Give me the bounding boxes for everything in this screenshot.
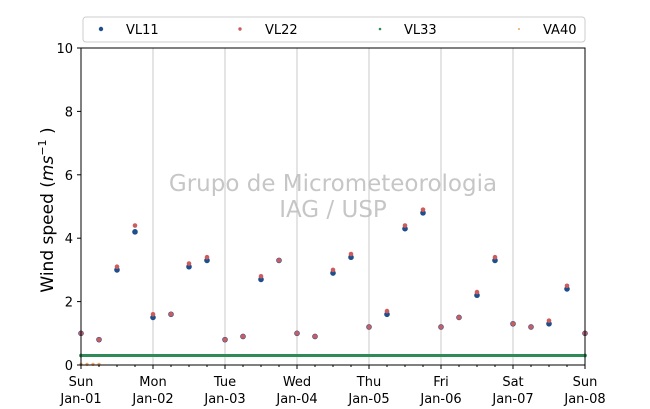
legend-label-vl33: VL33: [404, 23, 437, 38]
x-tick-label-day: Wed: [283, 375, 311, 390]
y-axis-label: Wind speed (ms−1 ): [36, 127, 58, 292]
data-point: [204, 254, 210, 260]
data-point: [186, 261, 192, 266]
x-tick-label-day: Mon: [139, 375, 166, 390]
legend-marker-vl33: [378, 27, 382, 31]
data-point: [402, 223, 408, 228]
y-tick-label: 0: [65, 359, 73, 374]
x-tick-label-day: Thu: [356, 375, 381, 390]
data-point: [420, 207, 426, 212]
legend-label-vl22: VL22: [265, 23, 298, 38]
data-point: [528, 324, 534, 330]
legend-marker-vl11: [98, 26, 104, 32]
y-tick-label: 10: [56, 42, 73, 57]
data-point: [348, 251, 354, 257]
data-point: [168, 311, 174, 317]
data-point: [456, 315, 462, 320]
data-point: [312, 334, 318, 339]
legend-label-vl11: VL11: [126, 23, 159, 38]
x-tick-label-date: Jan-07: [491, 392, 533, 407]
data-point: [150, 311, 156, 317]
y-axis-label-close: ): [38, 127, 58, 139]
y-tick-label: 6: [65, 169, 73, 184]
y-axis-ticks: 0 2 4 6 8 10: [56, 42, 81, 374]
x-tick-label-date: Jan-03: [203, 392, 245, 407]
y-tick-label: 4: [65, 232, 73, 247]
data-point: [510, 321, 516, 327]
x-tick-label-day: Sun: [573, 375, 598, 390]
data-point: [132, 223, 138, 228]
x-tick-label-day: Sat: [502, 375, 523, 390]
data-point: [258, 273, 264, 279]
data-point: [222, 337, 228, 342]
data-point: [330, 267, 336, 273]
data-point: [384, 308, 390, 314]
data-point: [276, 258, 282, 263]
legend-box: [82, 16, 586, 43]
x-tick-label-date: Jan-06: [419, 392, 461, 407]
data-point: [132, 229, 138, 235]
data-point: [96, 337, 102, 342]
data-point: [240, 334, 246, 339]
x-axis-ticks: Sun Jan-01 Mon Jan-02 Tue Jan-03 Wed Jan-04 Thu J…: [59, 365, 606, 407]
data-point: [294, 331, 300, 336]
y-axis-label-unit: ms: [38, 156, 58, 182]
legend: VL11 VL22 VL33 VA40: [82, 16, 586, 43]
watermark-line-2: IAG / USP: [279, 197, 387, 223]
x-tick-label-date: Jan-04: [275, 392, 317, 407]
watermark: Grupo de Micrometeorologia IAG / USP: [169, 171, 497, 223]
x-tick-label-day: Sun: [69, 375, 94, 390]
data-point: [546, 318, 552, 323]
legend-label-va40: VA40: [543, 23, 577, 38]
y-tick-label: 8: [65, 105, 73, 120]
watermark-line-1: Grupo de Micrometeorologia: [169, 171, 497, 197]
data-point: [438, 324, 444, 330]
y-tick-label: 2: [65, 296, 73, 311]
data-point: [114, 264, 120, 270]
x-tick-label-date: Jan-08: [563, 392, 605, 407]
x-tick-label-date: Jan-05: [347, 392, 389, 407]
x-tick-label-day: Fri: [433, 375, 449, 390]
x-tick-label-date: Jan-02: [131, 392, 173, 407]
legend-marker-va40: [518, 28, 520, 30]
series-vl33: [79, 353, 587, 358]
data-point: [366, 324, 372, 330]
y-axis-label-text: Wind speed (: [38, 181, 58, 293]
legend-marker-vl22: [238, 27, 242, 31]
x-tick-label-date: Jan-01: [59, 392, 101, 407]
y-axis-label-exponent: −1: [36, 139, 49, 155]
data-point: [564, 283, 570, 289]
data-point: [492, 254, 498, 260]
x-tick-label-day: Tue: [213, 375, 236, 390]
data-point: [474, 289, 480, 295]
grid-lines: [152, 48, 514, 365]
